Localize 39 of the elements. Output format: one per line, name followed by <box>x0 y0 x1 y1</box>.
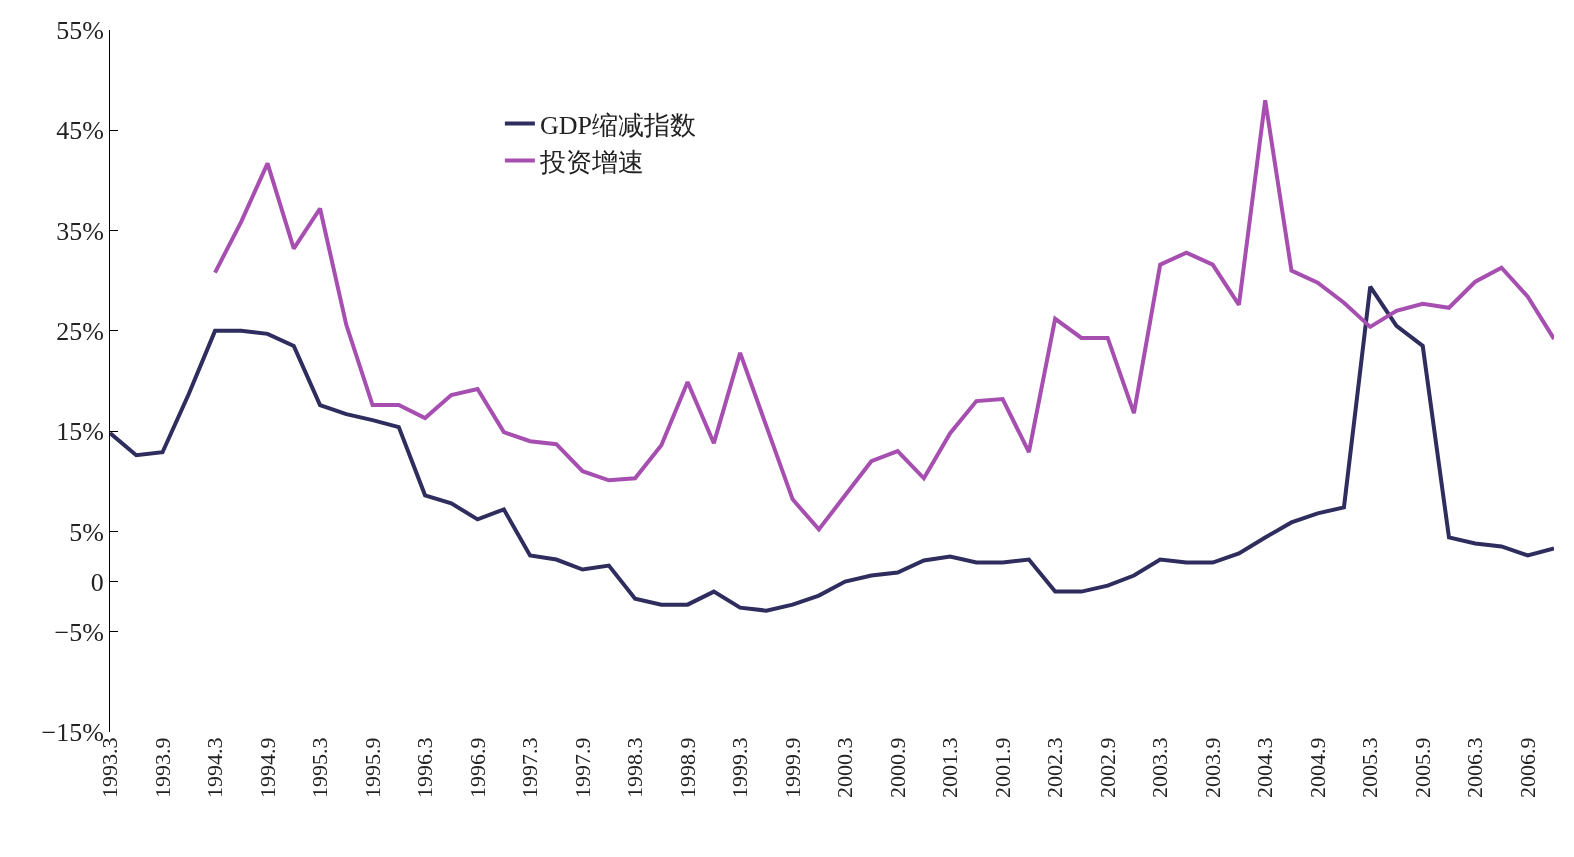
legend-label: 投资增速 <box>538 147 644 177</box>
y-tick-label: 5% <box>69 517 104 547</box>
x-tick-label: 1997.3 <box>517 737 543 798</box>
x-tick-label: 2002.3 <box>1042 737 1068 798</box>
line-series <box>213 98 1554 532</box>
y-tick-label: 0 <box>90 567 104 597</box>
x-tick-label: 2002.9 <box>1094 737 1120 798</box>
x-tick-label: 2005.3 <box>1357 737 1383 798</box>
x-tick-label: 1998.9 <box>674 737 700 798</box>
y-tick-label: 45% <box>56 116 104 146</box>
y-tick-label: 15% <box>56 417 104 447</box>
x-tick-label: 2004.9 <box>1304 737 1330 798</box>
line-series <box>110 284 1554 613</box>
x-tick-label: 2001.9 <box>989 737 1015 798</box>
x-tick-label: 1999.9 <box>779 737 805 798</box>
x-tick-label: 2005.9 <box>1409 737 1435 798</box>
x-tick-label: 1994.3 <box>202 737 228 798</box>
x-tick-label: 1998.3 <box>622 737 648 798</box>
legend-label: GDP缩减指数 <box>539 110 696 140</box>
x-tick-label: 1995.3 <box>307 737 333 798</box>
x-tick-label: 2001.3 <box>937 737 963 798</box>
x-tick-label: 2006.9 <box>1514 737 1540 798</box>
x-tick-label: 2000.9 <box>884 737 910 798</box>
x-tick-label: 2006.3 <box>1462 737 1488 798</box>
x-tick-label: 2003.3 <box>1147 737 1173 798</box>
x-tick-label: 1997.9 <box>569 737 595 798</box>
y-tick-label: 25% <box>56 316 104 346</box>
y-tick-label: 55% <box>56 16 104 46</box>
x-tick-label: 2003.9 <box>1199 737 1225 798</box>
x-tick-label: 1995.9 <box>359 737 385 798</box>
x-tick-label: 1993.9 <box>149 737 175 798</box>
x-tick-label: 1996.3 <box>412 737 438 798</box>
y-tick-label: −5% <box>54 617 104 647</box>
x-tick-label: 2000.3 <box>832 737 858 798</box>
x-tick-label: 1996.9 <box>464 737 490 798</box>
x-tick-label: 1999.3 <box>727 737 753 798</box>
x-tick-label: 1994.9 <box>254 737 280 798</box>
x-tick-label: 2004.3 <box>1252 737 1278 798</box>
y-tick-label: 35% <box>56 216 104 246</box>
